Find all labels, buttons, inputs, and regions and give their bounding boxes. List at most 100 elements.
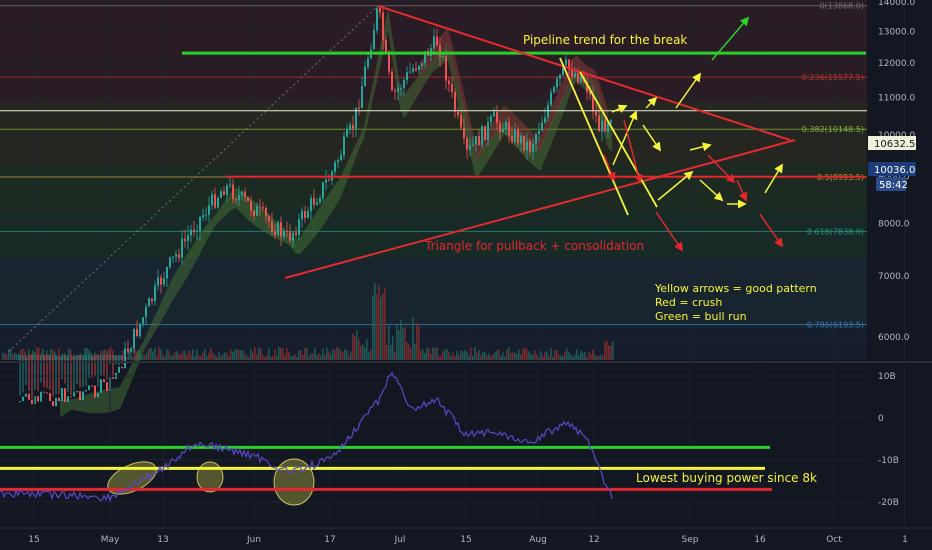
candle-body	[334, 162, 336, 172]
candle-body	[91, 385, 93, 387]
candle-body	[481, 126, 483, 146]
volume-bar	[350, 351, 352, 360]
candle-body	[448, 80, 450, 85]
candle-body	[556, 78, 558, 88]
volume-bar	[346, 350, 348, 360]
candle-body	[112, 377, 114, 379]
candle-body	[472, 144, 474, 146]
volume-bar	[202, 352, 204, 360]
volume-bar	[70, 349, 72, 360]
candle-body	[499, 122, 501, 133]
candle-body	[88, 385, 90, 390]
volume-bar	[42, 348, 44, 360]
volume-bar	[280, 347, 282, 360]
candle-body	[169, 257, 171, 268]
volume-bar	[204, 348, 206, 360]
volume-bar	[382, 293, 384, 360]
candle-body	[337, 160, 339, 163]
candle-body	[142, 317, 144, 324]
yellow-arrow	[699, 179, 724, 202]
time-tick-label: Oct	[826, 535, 842, 545]
volume-bar	[154, 347, 156, 360]
candle-body	[139, 323, 141, 336]
volume-bar	[598, 356, 600, 360]
volume-bar	[558, 354, 560, 360]
volume-bar	[220, 355, 222, 360]
indicator-tick-label: -10B	[878, 456, 899, 466]
volume-bar	[214, 354, 216, 360]
volume-bar	[108, 349, 110, 360]
candle-body	[223, 191, 225, 196]
candle-body	[604, 120, 606, 132]
volume-bar	[408, 344, 410, 360]
volume-bar	[244, 353, 246, 360]
volume-bar	[550, 347, 552, 360]
candle-body	[100, 379, 102, 393]
candle-body	[601, 120, 603, 132]
time-tick-label: 15	[28, 535, 39, 545]
candle-body	[406, 72, 408, 81]
volume-bar	[84, 348, 86, 360]
volume-bar	[484, 351, 486, 360]
volume-bar	[340, 350, 342, 360]
volume-bar	[476, 352, 478, 360]
volume-bar	[604, 341, 606, 360]
volume-bar	[152, 351, 154, 360]
candle-body	[160, 277, 162, 285]
volume-bar	[116, 355, 118, 360]
candle-body	[532, 143, 534, 152]
time-axis[interactable]: 15 May 13 Jun 17 Jul 15 Aug 12 Sep 16 Oct 1	[28, 535, 908, 545]
candle-body	[199, 216, 201, 231]
volume-bar	[292, 356, 294, 360]
volume-bar	[98, 354, 100, 360]
volume-bar	[250, 349, 252, 360]
candle-body	[79, 391, 81, 401]
legend-red: Red = crush	[655, 296, 722, 309]
volume-bar	[282, 348, 284, 360]
volume-bar	[486, 355, 488, 360]
volume-bar	[594, 354, 596, 360]
volume-bar	[376, 295, 378, 360]
candle-body	[385, 40, 387, 52]
pipeline-lines	[559, 57, 658, 216]
candle-body	[205, 214, 207, 216]
candle-body	[376, 7, 378, 31]
indicator-axis[interactable]: 10B 0 -10B -20B	[878, 372, 899, 508]
candle-body	[154, 285, 156, 302]
candle-body	[424, 51, 426, 64]
volume-bar	[506, 350, 508, 360]
candle-body	[103, 379, 105, 383]
volume-bar	[56, 356, 58, 360]
volume-bar	[386, 344, 388, 360]
volume-bar	[24, 351, 26, 360]
volume-bar	[322, 348, 324, 360]
volume-bar	[418, 326, 420, 360]
volume-bar	[364, 347, 366, 360]
candle-body	[34, 396, 36, 405]
volume-bar	[378, 285, 380, 360]
volume-bar	[256, 354, 258, 360]
candle-body	[61, 388, 63, 402]
volume-bar	[434, 348, 436, 360]
volume-bar	[18, 353, 20, 360]
volume-bar	[600, 355, 602, 360]
candle-body	[280, 222, 282, 237]
volume-bar	[248, 356, 250, 360]
volume-bar	[592, 349, 594, 360]
candle-body	[253, 210, 255, 216]
candle-body	[562, 65, 564, 75]
fib-label: 0.382(10148.5)	[802, 125, 864, 134]
green-arrow	[711, 16, 750, 61]
indicator-ellipses	[107, 458, 315, 506]
volume-bar	[232, 351, 234, 360]
volume-bar	[336, 347, 338, 360]
volume-bar	[176, 351, 178, 360]
volume-bar	[432, 347, 434, 360]
candle-body	[247, 197, 249, 201]
candle-body	[187, 235, 189, 241]
volume-bar	[242, 349, 244, 360]
time-tick-label: Sep	[682, 535, 699, 545]
legend-yellow: Yellow arrows = good pattern	[654, 282, 817, 295]
volume-bar	[444, 349, 446, 360]
volume-bar	[194, 356, 196, 360]
